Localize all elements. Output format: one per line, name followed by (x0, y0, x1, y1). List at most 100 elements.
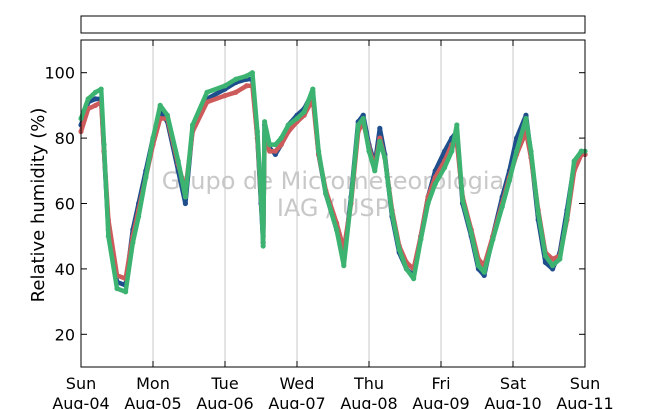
series-2-point-61 (514, 148, 520, 154)
series-2-point-35 (334, 227, 340, 233)
series-2-point-52 (449, 148, 455, 154)
x-tick-day-4: Thu (353, 374, 384, 393)
x-tick-day-2: Tue (210, 374, 238, 393)
series-line-2 (78, 70, 588, 295)
series-2-point-69 (571, 158, 577, 164)
series-2-point-8 (130, 240, 136, 246)
legend-box (80, 15, 586, 34)
series-2-point-9 (136, 213, 142, 220)
series-2-point-55 (468, 230, 474, 236)
x-tick-date-3: Aug-07 (268, 394, 325, 409)
x-tick-date-6: Aug-10 (484, 394, 541, 409)
y-axis: 20 40 60 80 100 (44, 64, 585, 344)
series-1-point-2 (92, 102, 98, 108)
series-2-point-50 (432, 181, 438, 187)
series-2-point-51 (442, 164, 448, 171)
x-tick-date-5: Aug-09 (412, 394, 469, 409)
series-2-point-44 (389, 210, 395, 216)
y-axis-label: Relative humidity (%) (28, 108, 49, 303)
series-2-point-27 (272, 142, 278, 148)
series-2-point-17 (204, 89, 210, 95)
series-2-point-25 (262, 119, 268, 125)
x-axis: SunAug-04MonAug-05TueAug-06WedAug-07ThuA… (52, 40, 614, 409)
series-2-point-67 (557, 256, 563, 262)
series-2-point-46 (403, 266, 410, 272)
series-2-point-37 (348, 197, 354, 203)
series-2-point-13 (164, 112, 170, 118)
series-0-point-42 (377, 125, 383, 131)
y-tick-label-100: 100 (44, 64, 75, 83)
series-2-point-60 (506, 178, 512, 184)
series-2-point-18 (222, 83, 228, 89)
watermark: Grupo de Micrometeorologia IAG / USP (162, 167, 504, 222)
series-2-point-66 (550, 263, 556, 269)
series-2-point-48 (418, 236, 424, 243)
x-tick-day-1: Mon (136, 374, 170, 393)
series-1-point-27 (272, 148, 278, 154)
series-0-point-2 (92, 96, 98, 102)
series-2-point-24 (260, 243, 266, 249)
series-2-point-15 (182, 194, 188, 200)
series-2-point-36 (341, 263, 347, 269)
x-tick-date-1: Aug-05 (124, 394, 181, 409)
series-2-point-6 (114, 285, 120, 292)
series-2-point-47 (411, 276, 417, 282)
x-tick-day-0: Sun (66, 374, 96, 393)
series-2-point-20 (244, 73, 250, 79)
series-2-point-5 (105, 233, 111, 239)
series-2-point-40 (366, 148, 372, 154)
watermark-line-1: Grupo de Micrometeorologia (162, 167, 504, 195)
x-tick-day-3: Wed (280, 374, 315, 393)
series-2-point-59 (499, 204, 505, 210)
series-2-point-12 (157, 102, 163, 108)
series-2-point-53 (454, 122, 460, 128)
series-2-point-39 (360, 115, 366, 122)
series-2-point-1 (85, 96, 91, 102)
series-2-point-65 (542, 253, 549, 259)
series-1-point-20 (244, 83, 250, 89)
x-tick-date-0: Aug-04 (52, 394, 109, 409)
series-2-point-63 (528, 148, 534, 154)
series-2-point-10 (143, 174, 149, 180)
series-2 (78, 70, 588, 295)
series-2-point-2 (92, 89, 98, 95)
series-2-point-33 (316, 148, 322, 154)
series-2-point-19 (233, 76, 239, 82)
y-tick-label-80: 80 (55, 129, 75, 148)
x-tick-day-6: Sat (500, 374, 526, 393)
y-tick-label-60: 60 (55, 195, 75, 214)
series-2-point-14 (175, 158, 181, 164)
series-2-point-42 (377, 138, 383, 144)
series-2-point-68 (564, 213, 570, 220)
series-2-point-32 (310, 86, 316, 92)
series-2-point-38 (355, 122, 361, 128)
x-tick-date-7: Aug-11 (556, 394, 613, 409)
series-2-point-11 (150, 135, 156, 141)
series-2-point-29 (285, 122, 291, 128)
series-1-point-28 (278, 142, 284, 148)
series-2-point-26 (267, 142, 273, 148)
y-tick-label-20: 20 (55, 325, 75, 344)
series-2-point-58 (490, 236, 496, 243)
series-0-point-15 (182, 200, 188, 207)
series-2-point-30 (294, 115, 300, 122)
series-1-point-18 (222, 92, 228, 99)
series-2-point-23 (258, 194, 264, 200)
series-2-point-28 (278, 135, 284, 141)
x-tick-date-4: Aug-08 (340, 394, 397, 409)
series-2-point-34 (323, 191, 329, 197)
series-2-point-45 (396, 246, 402, 252)
series-2-point-7 (123, 289, 129, 295)
series-2-point-43 (382, 155, 388, 161)
series-2-point-70 (578, 148, 585, 154)
x-tick-day-7: Sun (570, 374, 600, 393)
series-2-point-22 (254, 128, 260, 135)
series-1-point-19 (233, 89, 239, 95)
series-2-point-41 (372, 168, 378, 174)
series-1-point-26 (267, 148, 273, 154)
series-2-point-54 (460, 197, 466, 203)
series-2-point-31 (301, 109, 307, 115)
series-2-point-64 (535, 210, 541, 216)
x-tick-day-5: Fri (431, 374, 450, 393)
series-2-point-62 (523, 115, 529, 122)
